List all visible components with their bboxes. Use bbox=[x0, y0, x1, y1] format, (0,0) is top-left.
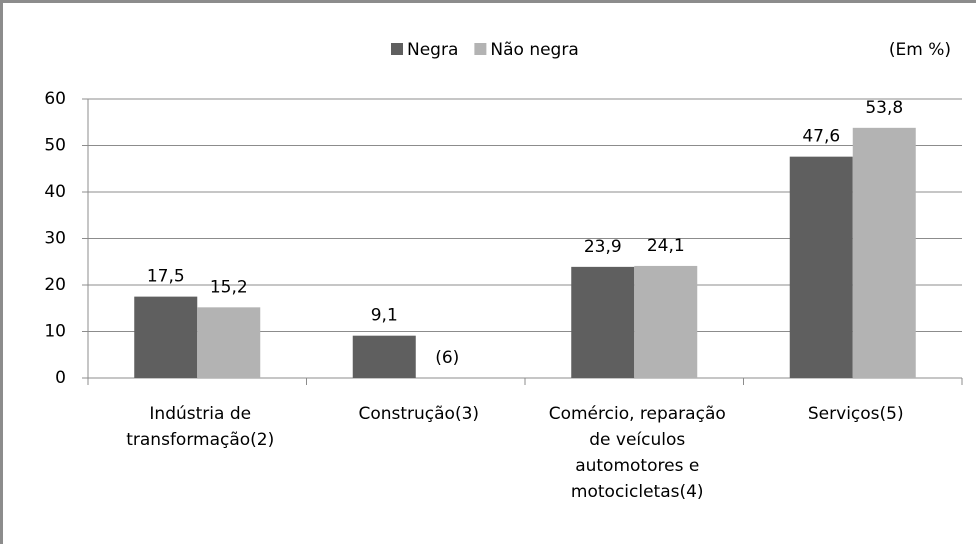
chart: (Em %) 0 10 20 30 40 50 60 Negra Não negra 17,5 15… bbox=[44, 40, 963, 388]
x-tick-label: Serviços(5) bbox=[807, 404, 904, 424]
bar bbox=[571, 266, 635, 378]
y-tick-label: 40 bbox=[44, 182, 66, 202]
y-tick-label: 0 bbox=[55, 368, 66, 388]
value-label: 9,1 bbox=[371, 306, 398, 326]
bar bbox=[134, 296, 198, 378]
y-tick-label: 30 bbox=[44, 229, 66, 249]
value-label: 53,8 bbox=[865, 98, 903, 118]
value-label: 24,1 bbox=[647, 236, 685, 256]
annotation: (6) bbox=[435, 348, 459, 368]
y-tick-label: 10 bbox=[44, 322, 66, 342]
legend-swatch bbox=[474, 43, 487, 55]
bar bbox=[789, 156, 853, 378]
value-label: 47,6 bbox=[802, 127, 840, 147]
x-tick-label: Comércio, reparação de veículos automoto… bbox=[548, 404, 726, 502]
bar bbox=[197, 307, 261, 378]
legend-swatch bbox=[391, 43, 403, 55]
bar bbox=[852, 127, 916, 378]
value-label: 15,2 bbox=[210, 277, 248, 297]
legend-label: Não negra bbox=[490, 40, 578, 60]
x-tick-label: Construção(3) bbox=[358, 404, 480, 424]
unit-note: (Em %) bbox=[889, 40, 951, 60]
y-tick-label: 60 bbox=[44, 89, 66, 109]
bar bbox=[634, 265, 698, 378]
y-tick-label: 20 bbox=[44, 275, 66, 295]
y-tick-label: 50 bbox=[44, 136, 66, 156]
value-label: 17,5 bbox=[147, 267, 185, 287]
bar bbox=[352, 335, 416, 378]
value-label: 23,9 bbox=[584, 237, 622, 257]
legend-label: Negra bbox=[407, 40, 458, 60]
x-tick-label: Indústria de transformação(2) bbox=[126, 404, 275, 450]
